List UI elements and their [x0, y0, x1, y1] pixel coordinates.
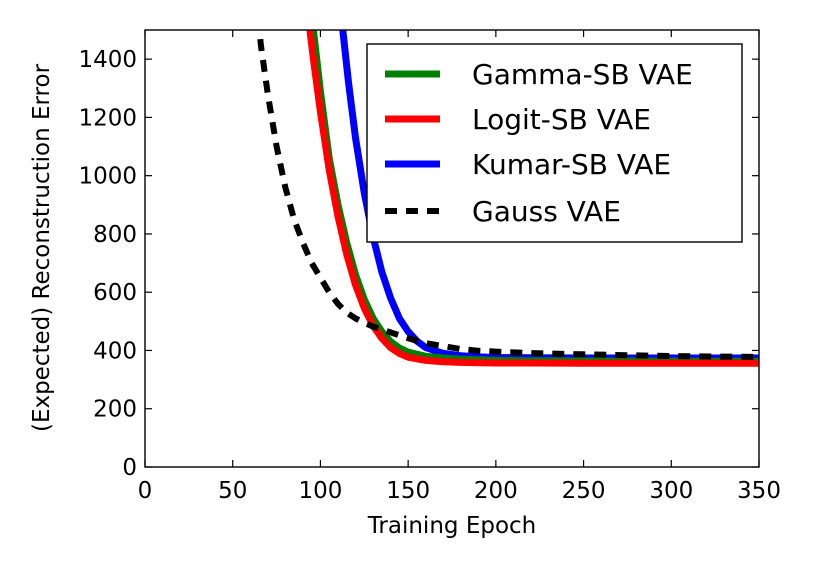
x-axis-label: Training Epoch [367, 513, 537, 539]
y-tick-label: 0 [122, 455, 137, 481]
x-axis: 0 50 100 150 200 250 300 350 [138, 30, 781, 504]
series-line-logit-sb-vae [306, 30, 759, 367]
y-tick-label: 600 [93, 280, 137, 306]
x-tick-label: 100 [298, 478, 342, 504]
y-axis: 0 200 400 600 800 1000 1200 1400 [78, 47, 759, 481]
y-tick-label: 200 [93, 397, 137, 423]
plot-frame [144, 29, 760, 468]
x-tick-label: 300 [649, 478, 693, 504]
x-tick-label: 250 [562, 478, 606, 504]
y-tick-label: 800 [93, 222, 137, 248]
y-tick-label: 1000 [78, 164, 137, 190]
legend-label-gauss-vae: Gauss VAE [472, 195, 621, 228]
x-tick-label: 150 [386, 478, 430, 504]
legend-label-logit-sb-vae: Logit-SB VAE [472, 103, 651, 136]
y-tick-label: 1200 [78, 105, 137, 131]
y-axis-label: (Expected) Reconstruction Error [29, 63, 55, 432]
x-tick-label: 200 [474, 478, 518, 504]
legend-label-kumar-sb-vae: Kumar-SB VAE [472, 148, 671, 181]
legend: Gamma-SB VAE Logit-SB VAE Kumar-SB VAE Gaus… [366, 43, 743, 243]
y-tick-label: 400 [93, 338, 137, 364]
x-tick-label: 0 [138, 478, 153, 504]
series-layer [256, 30, 759, 367]
x-tick-label: 50 [218, 478, 247, 504]
legend-label-gamma-sb-vae: Gamma-SB VAE [472, 58, 693, 91]
y-tick-label: 1400 [78, 47, 137, 73]
series-line-gauss-vae [256, 30, 759, 360]
x-tick-label: 350 [737, 478, 781, 504]
